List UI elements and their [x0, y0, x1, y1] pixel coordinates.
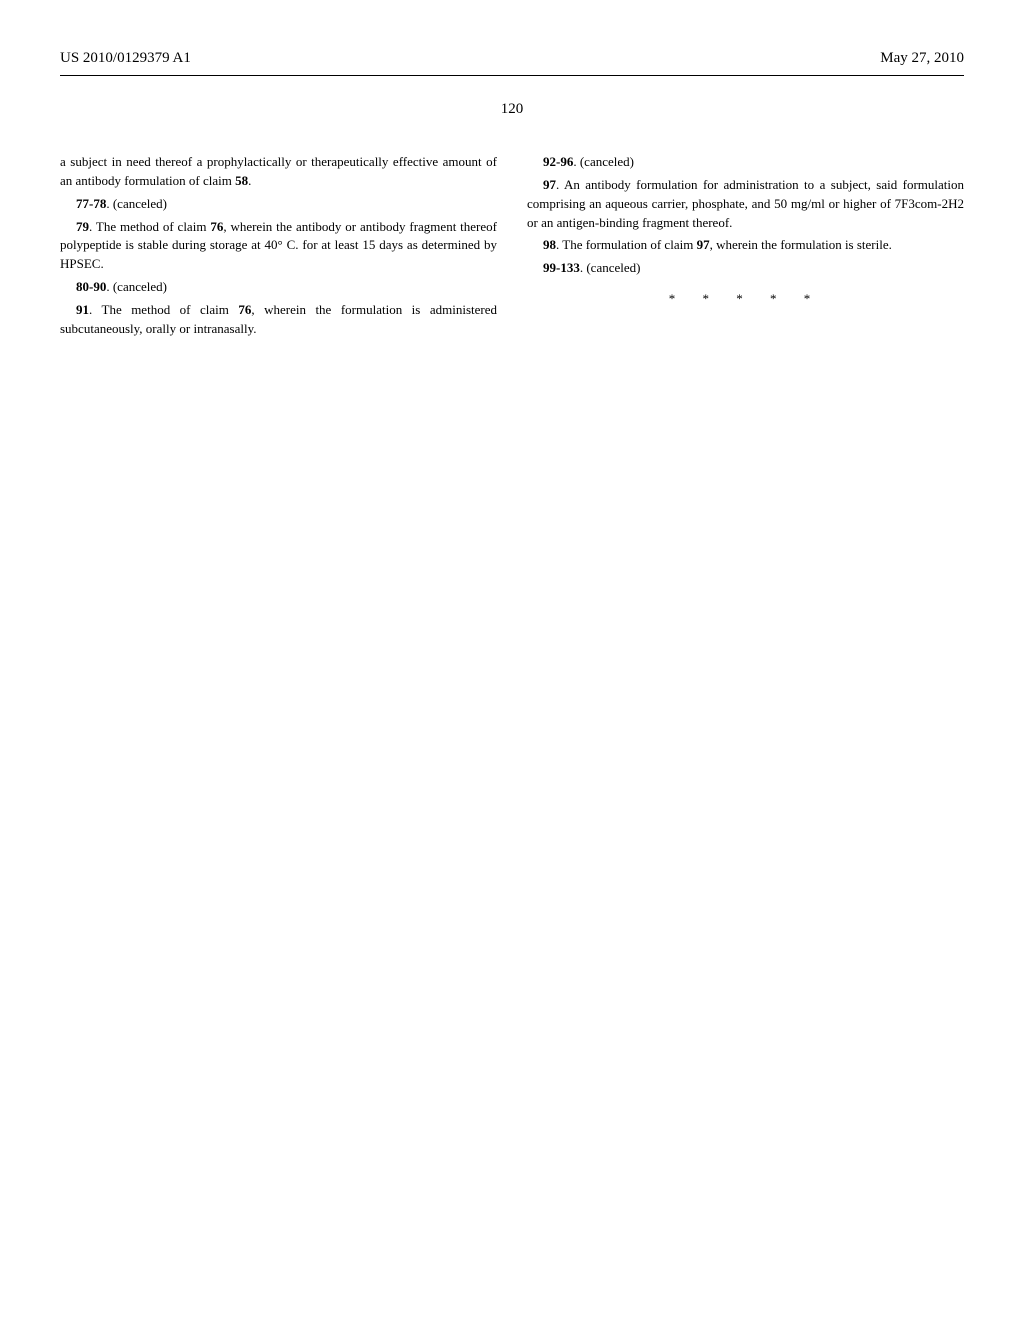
claim-number: 77-78 — [76, 196, 106, 211]
patent-page: US 2010/0129379 A1 May 27, 2010 120 a su… — [0, 0, 1024, 1320]
publication-number: US 2010/0129379 A1 — [60, 50, 191, 67]
text: . The method of claim — [89, 302, 238, 317]
page-header: US 2010/0129379 A1 May 27, 2010 — [60, 50, 964, 67]
publication-date: May 27, 2010 — [880, 50, 964, 67]
claim-number: 99-133 — [543, 260, 580, 275]
claim-number: 91 — [76, 302, 89, 317]
end-stars: * * * * * — [527, 290, 964, 309]
left-column: a subject in need thereof a prophylactic… — [60, 153, 497, 343]
claim-canceled: 92-96. (canceled) — [527, 153, 964, 172]
claim-97: 97. An antibody formulation for administ… — [527, 176, 964, 233]
text: . An antibody formulation for administra… — [527, 177, 964, 230]
claim-79: 79. The method of claim 76, wherein the … — [60, 218, 497, 275]
text: a subject in need thereof a prophylactic… — [60, 154, 497, 188]
claim-number: 80-90 — [76, 279, 106, 294]
claim-98: 98. The formulation of claim 97, wherein… — [527, 236, 964, 255]
claim-ref: 97 — [697, 237, 710, 252]
text: , wherein the formulation is sterile. — [710, 237, 892, 252]
text: . The method of claim — [89, 219, 210, 234]
right-column: 92-96. (canceled) 97. An antibody formul… — [527, 153, 964, 343]
text: . (canceled) — [106, 279, 167, 294]
text: . (canceled) — [580, 260, 641, 275]
claim-number: 98 — [543, 237, 556, 252]
text: . — [248, 173, 251, 188]
claim-91: 91. The method of claim 76, wherein the … — [60, 301, 497, 339]
claim-ref: 76 — [210, 219, 223, 234]
claim-number: 92-96 — [543, 154, 573, 169]
claim-canceled: 77-78. (canceled) — [60, 195, 497, 214]
claim-continuation: a subject in need thereof a prophylactic… — [60, 153, 497, 191]
page-number: 120 — [60, 101, 964, 118]
claim-ref: 58 — [235, 173, 248, 188]
header-divider — [60, 75, 964, 76]
claim-canceled: 80-90. (canceled) — [60, 278, 497, 297]
claim-ref: 76 — [238, 302, 251, 317]
text: . The formulation of claim — [556, 237, 697, 252]
content-columns: a subject in need thereof a prophylactic… — [60, 153, 964, 343]
text: . (canceled) — [573, 154, 634, 169]
claim-number: 79 — [76, 219, 89, 234]
claim-canceled: 99-133. (canceled) — [527, 259, 964, 278]
claim-number: 97 — [543, 177, 556, 192]
text: . (canceled) — [106, 196, 167, 211]
